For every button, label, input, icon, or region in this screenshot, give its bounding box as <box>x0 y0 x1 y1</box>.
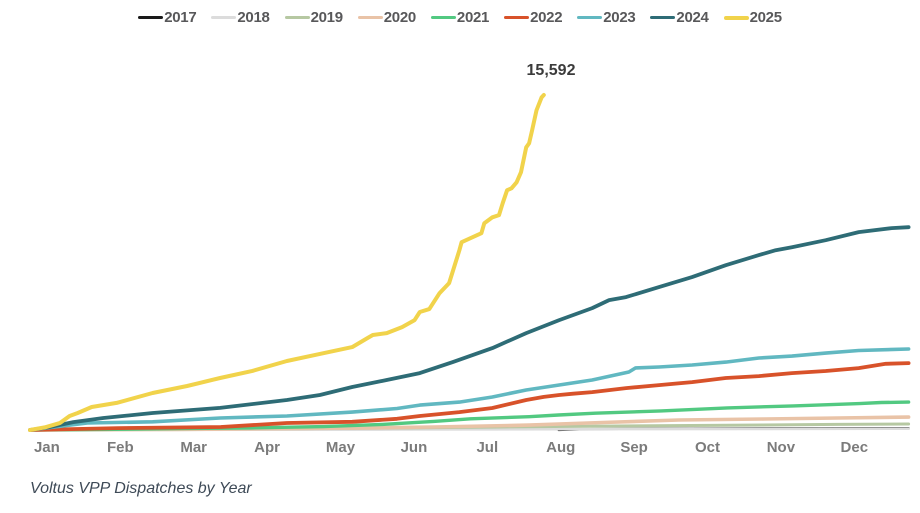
x-tick-jul: Jul <box>476 439 498 456</box>
series-lines <box>28 93 911 432</box>
legend-swatch-2021 <box>430 15 456 20</box>
series-line-2024 <box>28 225 911 432</box>
x-tick-nov: Nov <box>767 439 796 456</box>
chart-legend: 2017 2018 2019 2020 2021 2022 2023 2024 2025 <box>0 9 920 26</box>
x-tick-oct: Oct <box>695 439 720 456</box>
legend-item-2017: 2017 <box>138 9 197 26</box>
legend-item-2024: 2024 <box>650 9 709 26</box>
chart-caption: Voltus VPP Dispatches by Year <box>30 480 252 497</box>
x-tick-mar: Mar <box>180 439 207 456</box>
legend-label-2024: 2024 <box>676 9 709 26</box>
legend-item-2021: 2021 <box>430 9 490 26</box>
plot-area: Jan Feb Mar Apr May Jun Jul Aug Sep Oct Nov Dec <box>28 93 911 456</box>
legend-label-2019: 2019 <box>310 9 343 26</box>
legend-label-2025: 2025 <box>749 9 782 26</box>
series-line-2025 <box>28 93 546 432</box>
legend-swatch-2025 <box>723 15 749 20</box>
legend-label-2017: 2017 <box>164 9 197 26</box>
peak-value-label: 15,592 <box>526 62 576 79</box>
x-tick-dec: Dec <box>841 439 869 456</box>
legend-swatch-2018 <box>211 16 237 19</box>
legend-item-2019: 2019 <box>284 9 343 26</box>
x-tick-sep: Sep <box>620 439 648 456</box>
x-axis-labels: Jan Feb Mar Apr May Jun Jul Aug Sep Oct Nov Dec <box>34 439 868 456</box>
legend-item-2018: 2018 <box>211 9 270 26</box>
x-tick-apr: Apr <box>254 439 280 456</box>
series-line-2023 <box>28 347 911 432</box>
series-line-2022 <box>28 361 911 432</box>
legend-swatch-2017 <box>138 16 164 19</box>
legend-label-2021: 2021 <box>456 9 490 26</box>
legend-label-2022: 2022 <box>530 9 563 26</box>
x-tick-jan: Jan <box>34 439 60 456</box>
x-tick-may: May <box>326 439 356 456</box>
legend-item-2022: 2022 <box>504 9 563 26</box>
legend-label-2020: 2020 <box>383 9 416 26</box>
legend-item-2020: 2020 <box>357 9 416 26</box>
legend-label-2018: 2018 <box>237 9 270 26</box>
legend-swatch-2022 <box>504 15 530 20</box>
legend-item-2025: 2025 <box>723 9 782 26</box>
legend-item-2023: 2023 <box>577 9 636 26</box>
legend-label-2023: 2023 <box>603 9 636 26</box>
legend-swatch-2023 <box>577 15 603 20</box>
x-tick-aug: Aug <box>546 439 575 456</box>
legend-swatch-2020 <box>357 15 383 20</box>
x-tick-feb: Feb <box>107 439 134 456</box>
legend-swatch-2019 <box>284 16 310 19</box>
x-tick-jun: Jun <box>401 439 428 456</box>
legend-swatch-2024 <box>650 15 676 20</box>
